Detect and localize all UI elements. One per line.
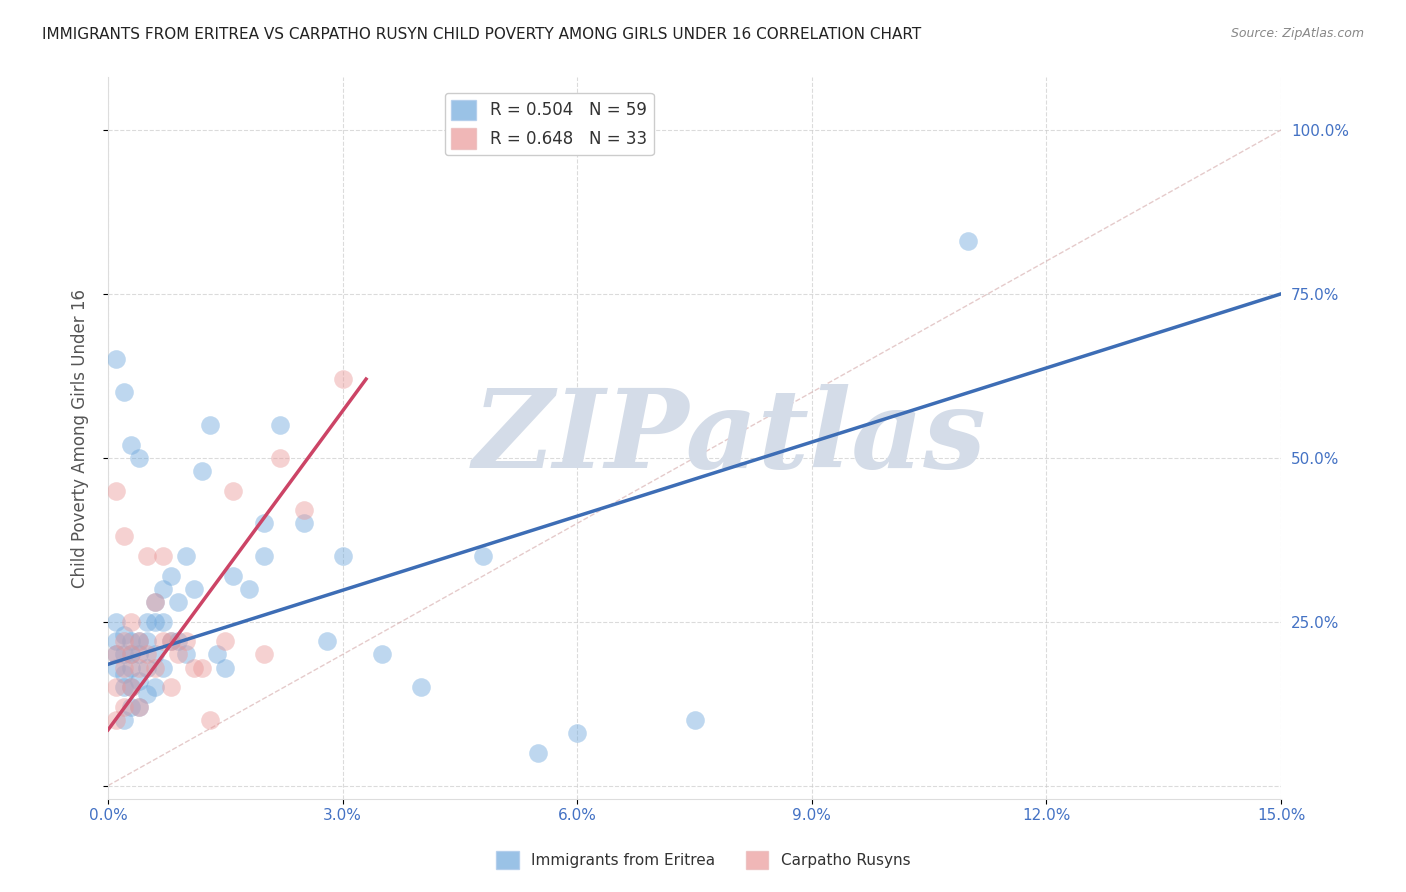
Point [198, 713, 221, 727]
Point [198, 417, 221, 432]
Point [409, 680, 432, 694]
Point [316, 634, 339, 648]
Point [143, 615, 166, 629]
Point [128, 673, 150, 688]
Legend: Immigrants from Eritrea, Carpatho Rusyns: Immigrants from Eritrea, Carpatho Rusyns [489, 845, 917, 875]
Point [128, 450, 150, 465]
Point [128, 660, 150, 674]
Point [238, 582, 260, 596]
Point [222, 569, 245, 583]
Point [136, 648, 159, 662]
Point [222, 483, 245, 498]
Point [143, 680, 166, 694]
Point [167, 648, 190, 662]
Point [253, 648, 276, 662]
Point [472, 549, 495, 563]
Point [183, 582, 205, 596]
Point [104, 615, 127, 629]
Point [159, 634, 181, 648]
Point [370, 648, 392, 662]
Point [112, 648, 135, 662]
Point [112, 385, 135, 400]
Point [112, 667, 135, 681]
Point [269, 450, 291, 465]
Y-axis label: Child Poverty Among Girls Under 16: Child Poverty Among Girls Under 16 [72, 289, 89, 588]
Point [120, 660, 142, 674]
Point [120, 680, 142, 694]
Point [143, 660, 166, 674]
Point [112, 700, 135, 714]
Point [112, 628, 135, 642]
Point [167, 634, 190, 648]
Point [128, 634, 150, 648]
Point [152, 582, 174, 596]
Point [159, 680, 181, 694]
Point [174, 634, 197, 648]
Point [292, 516, 315, 531]
Point [104, 648, 127, 662]
Point [120, 634, 142, 648]
Point [143, 595, 166, 609]
Point [112, 680, 135, 694]
Point [104, 483, 127, 498]
Point [214, 634, 236, 648]
Point [143, 648, 166, 662]
Point [136, 687, 159, 701]
Point [128, 634, 150, 648]
Point [128, 700, 150, 714]
Point [292, 503, 315, 517]
Point [191, 660, 214, 674]
Point [269, 417, 291, 432]
Point [174, 549, 197, 563]
Point [253, 549, 276, 563]
Text: ZIPatlas: ZIPatlas [472, 384, 987, 491]
Point [104, 634, 127, 648]
Point [128, 700, 150, 714]
Point [136, 615, 159, 629]
Point [120, 648, 142, 662]
Point [167, 595, 190, 609]
Point [120, 437, 142, 451]
Point [112, 713, 135, 727]
Point [159, 569, 181, 583]
Point [136, 660, 159, 674]
Point [136, 634, 159, 648]
Point [112, 660, 135, 674]
Point [104, 680, 127, 694]
Point [527, 746, 550, 760]
Point [191, 464, 214, 478]
Point [332, 372, 354, 386]
Point [152, 615, 174, 629]
Point [183, 660, 205, 674]
Text: IMMIGRANTS FROM ERITREA VS CARPATHO RUSYN CHILD POVERTY AMONG GIRLS UNDER 16 COR: IMMIGRANTS FROM ERITREA VS CARPATHO RUSY… [42, 27, 921, 42]
Point [253, 516, 276, 531]
Point [128, 648, 150, 662]
Point [112, 529, 135, 543]
Point [567, 726, 589, 740]
Point [152, 549, 174, 563]
Point [683, 713, 706, 727]
Point [120, 680, 142, 694]
Point [104, 352, 127, 367]
Point [136, 549, 159, 563]
Point [332, 549, 354, 563]
Point [174, 648, 197, 662]
Point [112, 634, 135, 648]
Legend: R = 0.504   N = 59, R = 0.648   N = 33: R = 0.504 N = 59, R = 0.648 N = 33 [444, 93, 654, 155]
Point [207, 648, 229, 662]
Point [143, 595, 166, 609]
Point [120, 615, 142, 629]
Point [152, 634, 174, 648]
Point [104, 660, 127, 674]
Point [214, 660, 236, 674]
Point [957, 235, 980, 249]
Point [159, 634, 181, 648]
Point [120, 648, 142, 662]
Text: Source: ZipAtlas.com: Source: ZipAtlas.com [1230, 27, 1364, 40]
Point [152, 660, 174, 674]
Point [104, 648, 127, 662]
Point [104, 713, 127, 727]
Point [120, 700, 142, 714]
